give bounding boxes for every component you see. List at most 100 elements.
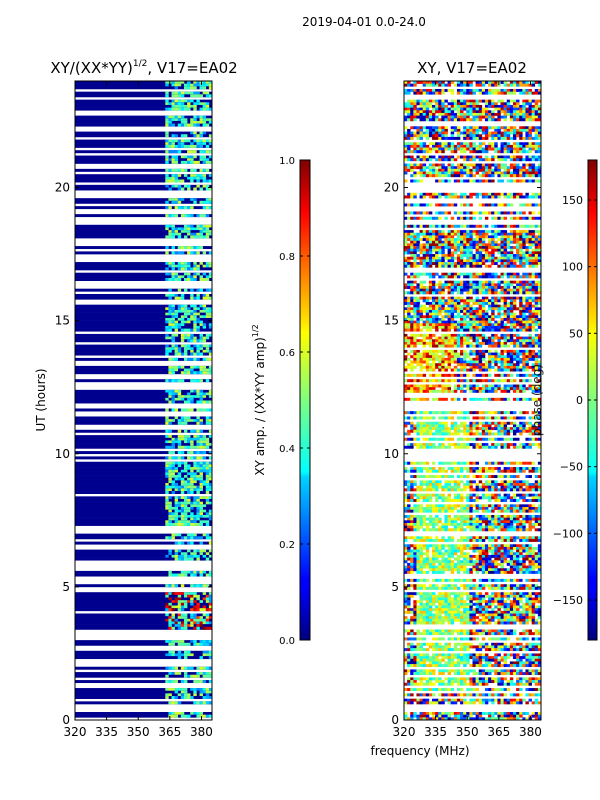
heat-cell	[171, 246, 175, 250]
heat-cell	[413, 333, 417, 337]
heat-cell	[472, 301, 476, 305]
heat-cell	[519, 192, 523, 196]
heat-cell	[456, 248, 461, 252]
heat-cell	[190, 504, 194, 508]
heat-cell	[180, 680, 185, 684]
heat-cell	[472, 262, 476, 266]
heat-cell	[196, 94, 200, 98]
heat-cell	[456, 312, 461, 316]
heat-cell	[466, 224, 470, 228]
heat-cell	[500, 368, 504, 372]
heat-cell	[174, 509, 179, 513]
heat-cell	[196, 400, 200, 404]
heat-cell	[453, 99, 458, 103]
heat-cell	[177, 672, 182, 676]
heat-cell	[193, 134, 197, 138]
heat-cell	[503, 283, 508, 287]
heat-cell	[522, 99, 526, 103]
heat-cell	[472, 339, 476, 343]
heat-cell	[171, 653, 175, 657]
heat-cell	[183, 262, 188, 266]
heat-cell	[466, 360, 470, 364]
heat-cell	[187, 232, 191, 236]
heat-cell	[463, 224, 467, 228]
heat-cell	[407, 320, 411, 324]
heat-cell	[190, 150, 194, 154]
heat-cell	[177, 349, 182, 353]
heat-cell	[503, 299, 508, 303]
heat-cell	[422, 147, 427, 151]
heat-cell	[494, 232, 498, 236]
heat-cell	[460, 259, 464, 263]
heat-cell	[450, 107, 455, 111]
heat-cell	[469, 352, 473, 356]
heat-cell	[481, 163, 486, 167]
heat-cell	[460, 339, 464, 343]
heat-cell	[168, 672, 172, 676]
heat-cell	[531, 312, 536, 316]
heat-cell	[444, 256, 448, 260]
heat-cell	[441, 224, 445, 228]
heat-cell	[441, 102, 445, 106]
heat-cell	[531, 83, 536, 87]
heat-cell	[435, 128, 439, 132]
heat-cell	[525, 368, 529, 372]
heat-cell	[466, 291, 470, 295]
heat-cell	[438, 158, 442, 162]
heat-cell	[171, 134, 175, 138]
heat-cell	[494, 349, 498, 353]
heat-cell	[466, 195, 470, 199]
heat-cell	[404, 251, 408, 255]
heat-cell	[419, 203, 423, 207]
heat-cell	[506, 352, 511, 356]
heat-cell	[202, 83, 207, 87]
heat-cell	[180, 419, 185, 423]
heat-cell	[193, 115, 197, 119]
heat-cell	[199, 435, 203, 439]
heat-cell	[450, 272, 455, 276]
heat-cell	[168, 701, 172, 705]
heat-cell	[199, 83, 203, 87]
heat-cell	[528, 344, 532, 348]
heat-cell	[481, 126, 486, 130]
heat-cell	[187, 144, 191, 148]
heat-cell	[460, 110, 464, 114]
heat-cell	[534, 104, 539, 108]
heat-cell	[422, 357, 427, 361]
heat-cell	[168, 198, 172, 202]
heat-cell	[205, 421, 210, 425]
x-tick-label: 365	[158, 725, 181, 739]
heat-cell	[537, 344, 541, 348]
heat-cell	[537, 166, 541, 170]
heat-cell	[208, 323, 212, 327]
heat-cell	[187, 333, 191, 337]
heat-cell	[472, 232, 476, 236]
heat-cell	[484, 243, 489, 247]
heat-cell	[478, 107, 483, 111]
heat-cell	[193, 552, 197, 556]
heat-cell	[531, 232, 536, 236]
heat-cell	[534, 102, 539, 106]
heat-cell	[425, 288, 430, 292]
heat-cell	[407, 365, 411, 369]
heat-cell	[168, 475, 172, 479]
heat-cell	[196, 605, 200, 609]
heat-cell	[494, 256, 498, 260]
heat-cell	[196, 554, 200, 558]
heat-cell	[193, 621, 197, 625]
heat-cell	[183, 312, 188, 316]
heat-cell	[463, 315, 467, 319]
heat-cell	[466, 333, 470, 337]
heat-cell	[202, 570, 207, 574]
heat-cell	[463, 349, 467, 353]
heat-cell	[537, 112, 541, 116]
heat-cell	[407, 283, 411, 287]
heat-cell	[416, 307, 420, 311]
heat-cell	[410, 163, 414, 167]
heat-cell	[425, 216, 430, 220]
heat-cell	[165, 496, 169, 500]
heat-cell	[196, 467, 200, 471]
heat-cell	[497, 309, 501, 313]
heat-cell	[419, 323, 423, 327]
heat-cell	[503, 235, 508, 239]
